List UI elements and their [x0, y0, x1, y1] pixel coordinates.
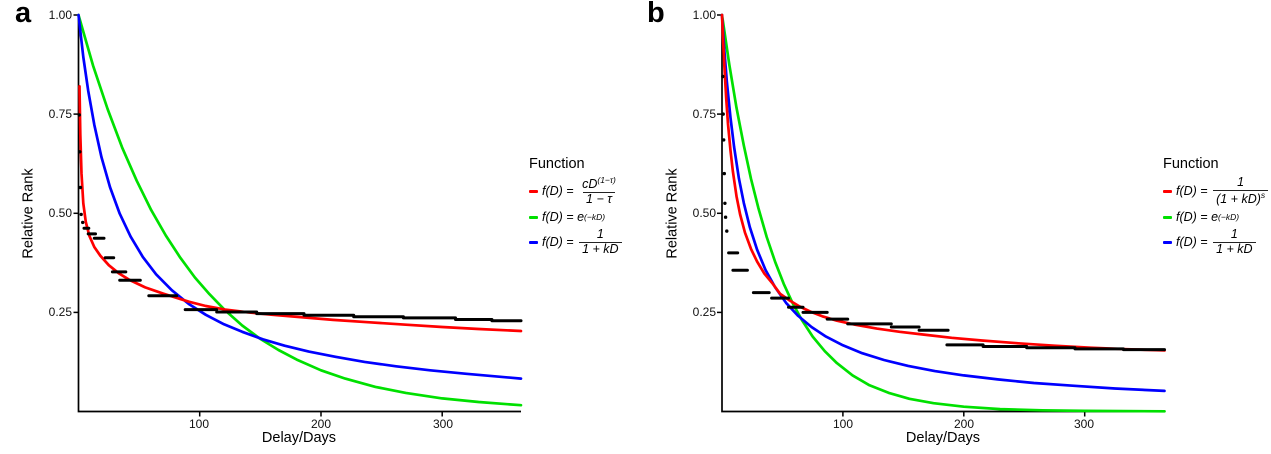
red-curve-key — [1163, 189, 1172, 193]
legend-panel-b: Function f(D) = 1 (1 + kD)s f(D) = e (−kD)… — [1163, 156, 1271, 260]
blue-curve-key — [529, 240, 538, 244]
formula-lhs: f(D) = — [542, 235, 578, 250]
formula-lhs: f(D) = — [1176, 210, 1212, 225]
x-tick-label: 100 — [832, 417, 854, 431]
formula-lhs: f(D) = — [1176, 235, 1212, 250]
formula-numerator: 1 — [1230, 227, 1238, 242]
formula-lhs: f(D) = — [542, 210, 578, 225]
x-tick-label: 100 — [188, 417, 210, 431]
formula-denominator: (1 + kD)s — [1213, 189, 1269, 207]
blue-curve-key — [1163, 240, 1172, 244]
panel-b-letter: b — [647, 0, 665, 29]
legend-panel-a: Function f(D) = cD(1−τ) 1 − τ f(D) = e (−k… — [529, 156, 647, 260]
formula-numerator: cD(1−τ) — [582, 175, 616, 192]
formula-lhs: f(D) = — [1176, 184, 1212, 199]
x-tick-label: 300 — [1073, 417, 1095, 431]
green-curve-key — [1163, 215, 1172, 219]
formula-denominator: 1 − τ — [583, 191, 615, 207]
x-axis-title: Delay/Days — [261, 430, 337, 446]
red-curve-key — [529, 189, 538, 193]
panel-a-letter: a — [15, 0, 32, 29]
formula-base: e — [1211, 210, 1219, 225]
legend-title: Function — [529, 156, 585, 172]
y-tick-label: 0.50 — [48, 206, 72, 220]
legend-entry-exponential: f(D) = e (−kD) — [529, 210, 647, 224]
y-tick-label: 0.25 — [48, 305, 72, 319]
y-tick-label: 1.00 — [692, 8, 716, 22]
y-axis-title: Relative Rank — [664, 168, 681, 259]
y-tick-label: 0.75 — [692, 107, 716, 121]
formula-base: e — [577, 210, 585, 225]
y-tick-label: 1.00 — [48, 8, 72, 22]
y-axis-title: Relative Rank — [20, 168, 37, 259]
y-tick-label: 0.25 — [692, 305, 716, 319]
formula-exponent: (−kD) — [1218, 212, 1240, 223]
y-tick-label: 0.75 — [48, 107, 72, 121]
legend-entry-exponential: f(D) = e (−kD) — [1163, 210, 1271, 224]
x-axis-title: Delay/Days — [905, 430, 981, 446]
formula-numerator: 1 — [1237, 175, 1245, 189]
formula-exponent: (−kD) — [584, 212, 606, 223]
formula-numerator: 1 — [596, 227, 604, 242]
formula-lhs: f(D) = — [542, 184, 578, 199]
x-tick-label: 200 — [310, 417, 332, 431]
legend-title: Function — [1163, 156, 1219, 172]
formula-denominator: 1 + kD — [579, 241, 622, 257]
legend-entry-hyperboloid: f(D) = 1 (1 + kD)s — [1163, 175, 1271, 207]
y-tick-label: 0.50 — [692, 206, 716, 220]
legend-entry-power-law: f(D) = cD(1−τ) 1 − τ — [529, 175, 647, 207]
green-curve-key — [529, 215, 538, 219]
formula-denominator: 1 + kD — [1213, 241, 1256, 257]
x-tick-label: 300 — [432, 417, 454, 431]
x-tick-label: 200 — [953, 417, 975, 431]
